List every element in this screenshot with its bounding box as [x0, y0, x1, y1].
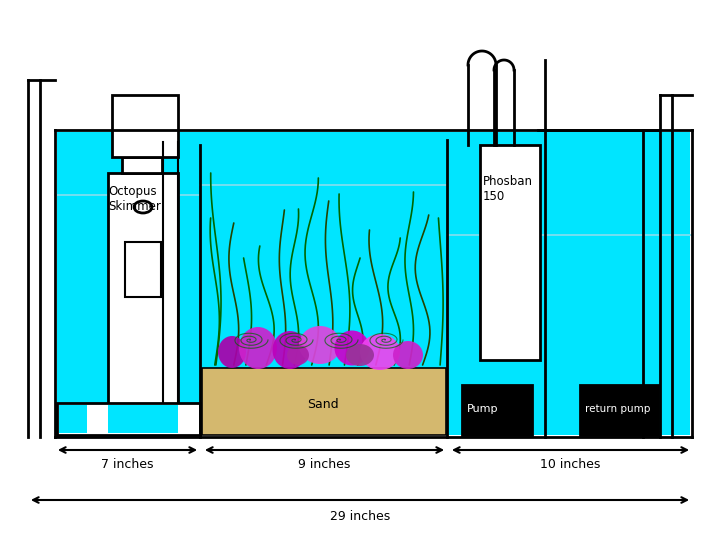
Text: return pump: return pump: [585, 404, 650, 414]
Ellipse shape: [218, 336, 246, 368]
Text: 9 inches: 9 inches: [298, 458, 351, 471]
Bar: [580, 385, 658, 435]
Text: Octopus
Skimmer: Octopus Skimmer: [108, 185, 161, 213]
Bar: [480, 145, 540, 360]
Bar: [122, 157, 162, 173]
Bar: [108, 405, 178, 433]
Bar: [57, 132, 690, 435]
Text: Pump: Pump: [467, 404, 498, 414]
Ellipse shape: [335, 330, 369, 366]
Ellipse shape: [299, 326, 341, 364]
Bar: [59, 405, 87, 433]
Bar: [125, 242, 161, 297]
Ellipse shape: [393, 341, 423, 369]
Text: 29 inches: 29 inches: [330, 510, 390, 523]
Ellipse shape: [239, 327, 277, 369]
Ellipse shape: [287, 345, 309, 365]
Text: 10 inches: 10 inches: [540, 458, 600, 471]
Text: 7 inches: 7 inches: [102, 458, 154, 471]
Text: Sand: Sand: [307, 397, 339, 411]
Bar: [108, 173, 178, 407]
Ellipse shape: [272, 331, 307, 369]
Ellipse shape: [346, 344, 374, 366]
Bar: [57, 403, 200, 435]
Text: Phosban
150: Phosban 150: [483, 175, 533, 203]
Bar: [462, 385, 532, 435]
Bar: [112, 95, 178, 157]
Ellipse shape: [360, 334, 400, 370]
Bar: [202, 368, 446, 435]
